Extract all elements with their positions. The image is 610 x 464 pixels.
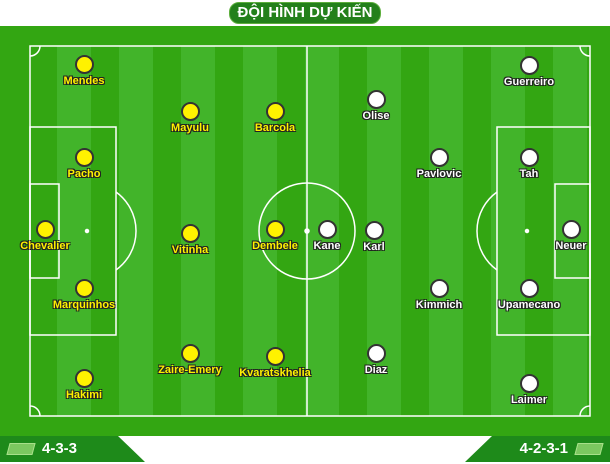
player-name: Vitinha: [171, 244, 209, 256]
player-name: Diaz: [364, 364, 388, 376]
player-marker-icon: [519, 148, 539, 167]
player-name: Karl: [363, 241, 385, 253]
player-name: Mendes: [63, 75, 105, 87]
player-name: Kvaratskhelia: [239, 367, 311, 379]
home-player: Hakimi: [24, 369, 144, 401]
away-player: Karl: [314, 221, 434, 253]
away-player: Upamecano: [469, 279, 589, 311]
player-marker-icon: [74, 148, 94, 167]
player-name: Laimer: [510, 394, 548, 406]
away-player: Diaz: [316, 344, 436, 376]
player-marker-icon: [317, 220, 337, 239]
lineup-title: ĐỘI HÌNH DỰ KIẾN: [229, 2, 381, 24]
player-marker-icon: [429, 148, 449, 167]
home-player: Pacho: [24, 148, 144, 180]
player-name: Guerreiro: [503, 76, 555, 88]
player-name: Upamecano: [497, 299, 561, 311]
player-marker-icon: [35, 220, 55, 239]
player-name: Zaire-Emery: [158, 364, 222, 376]
away-player: Laimer: [469, 374, 589, 406]
home-player: Vitinha: [130, 224, 250, 256]
player-marker-icon: [519, 374, 539, 393]
player-marker-icon: [74, 369, 94, 388]
player-marker-icon: [180, 344, 200, 363]
player-name: Kane: [313, 240, 341, 252]
pitch-icon: [6, 443, 36, 456]
home-formation: 4-3-3: [0, 436, 145, 462]
home-player: Mendes: [24, 55, 144, 87]
away-player: Kane: [267, 220, 387, 252]
home-player: Marquinhos: [24, 279, 144, 311]
pitch-icon: [574, 443, 604, 456]
home-player: Mayulu: [130, 102, 250, 134]
player-marker-icon: [180, 224, 200, 243]
player-marker-icon: [364, 221, 384, 240]
player-name: Marquinhos: [52, 299, 116, 311]
away-formation: 4-2-3-1: [465, 436, 610, 462]
player-marker-icon: [366, 344, 386, 363]
player-marker-icon: [265, 102, 285, 121]
player-marker-icon: [429, 279, 449, 298]
player-marker-icon: [265, 347, 285, 366]
player-marker-icon: [561, 220, 581, 239]
player-name: Hakimi: [65, 389, 103, 401]
player-name: Chevalier: [20, 240, 70, 252]
player-name: Pacho: [67, 168, 101, 180]
player-marker-icon: [265, 220, 285, 239]
home-player: Chevalier: [0, 220, 105, 252]
player-marker-icon: [519, 56, 539, 75]
player-marker-icon: [180, 102, 200, 121]
player-name: Kimmich: [415, 299, 463, 311]
away-player: Neuer: [511, 220, 610, 252]
player-name: Olise: [362, 110, 390, 122]
away-player: Tah: [469, 148, 589, 180]
player-marker-icon: [74, 55, 94, 74]
away-player: Kimmich: [379, 279, 499, 311]
away-formation-label: 4-2-3-1: [519, 440, 568, 457]
away-player: Guerreiro: [469, 56, 589, 88]
player-name: Mayulu: [171, 122, 209, 134]
home-player: Dembele: [215, 220, 335, 252]
player-marker-icon: [519, 279, 539, 298]
player-name: Barcola: [254, 122, 296, 134]
home-player: Barcola: [215, 102, 335, 134]
away-player: Pavlovic: [379, 148, 499, 180]
player-name: Dembele: [252, 240, 298, 252]
player-marker-icon: [366, 90, 386, 109]
player-name: Neuer: [555, 240, 587, 252]
home-player: Kvaratskhelia: [215, 347, 335, 379]
player-name: Tah: [519, 168, 539, 180]
home-player: Zaire-Emery: [130, 344, 250, 376]
home-formation-label: 4-3-3: [42, 440, 78, 457]
player-name: Pavlovic: [416, 168, 462, 180]
away-player: Olise: [316, 90, 436, 122]
player-marker-icon: [74, 279, 94, 298]
